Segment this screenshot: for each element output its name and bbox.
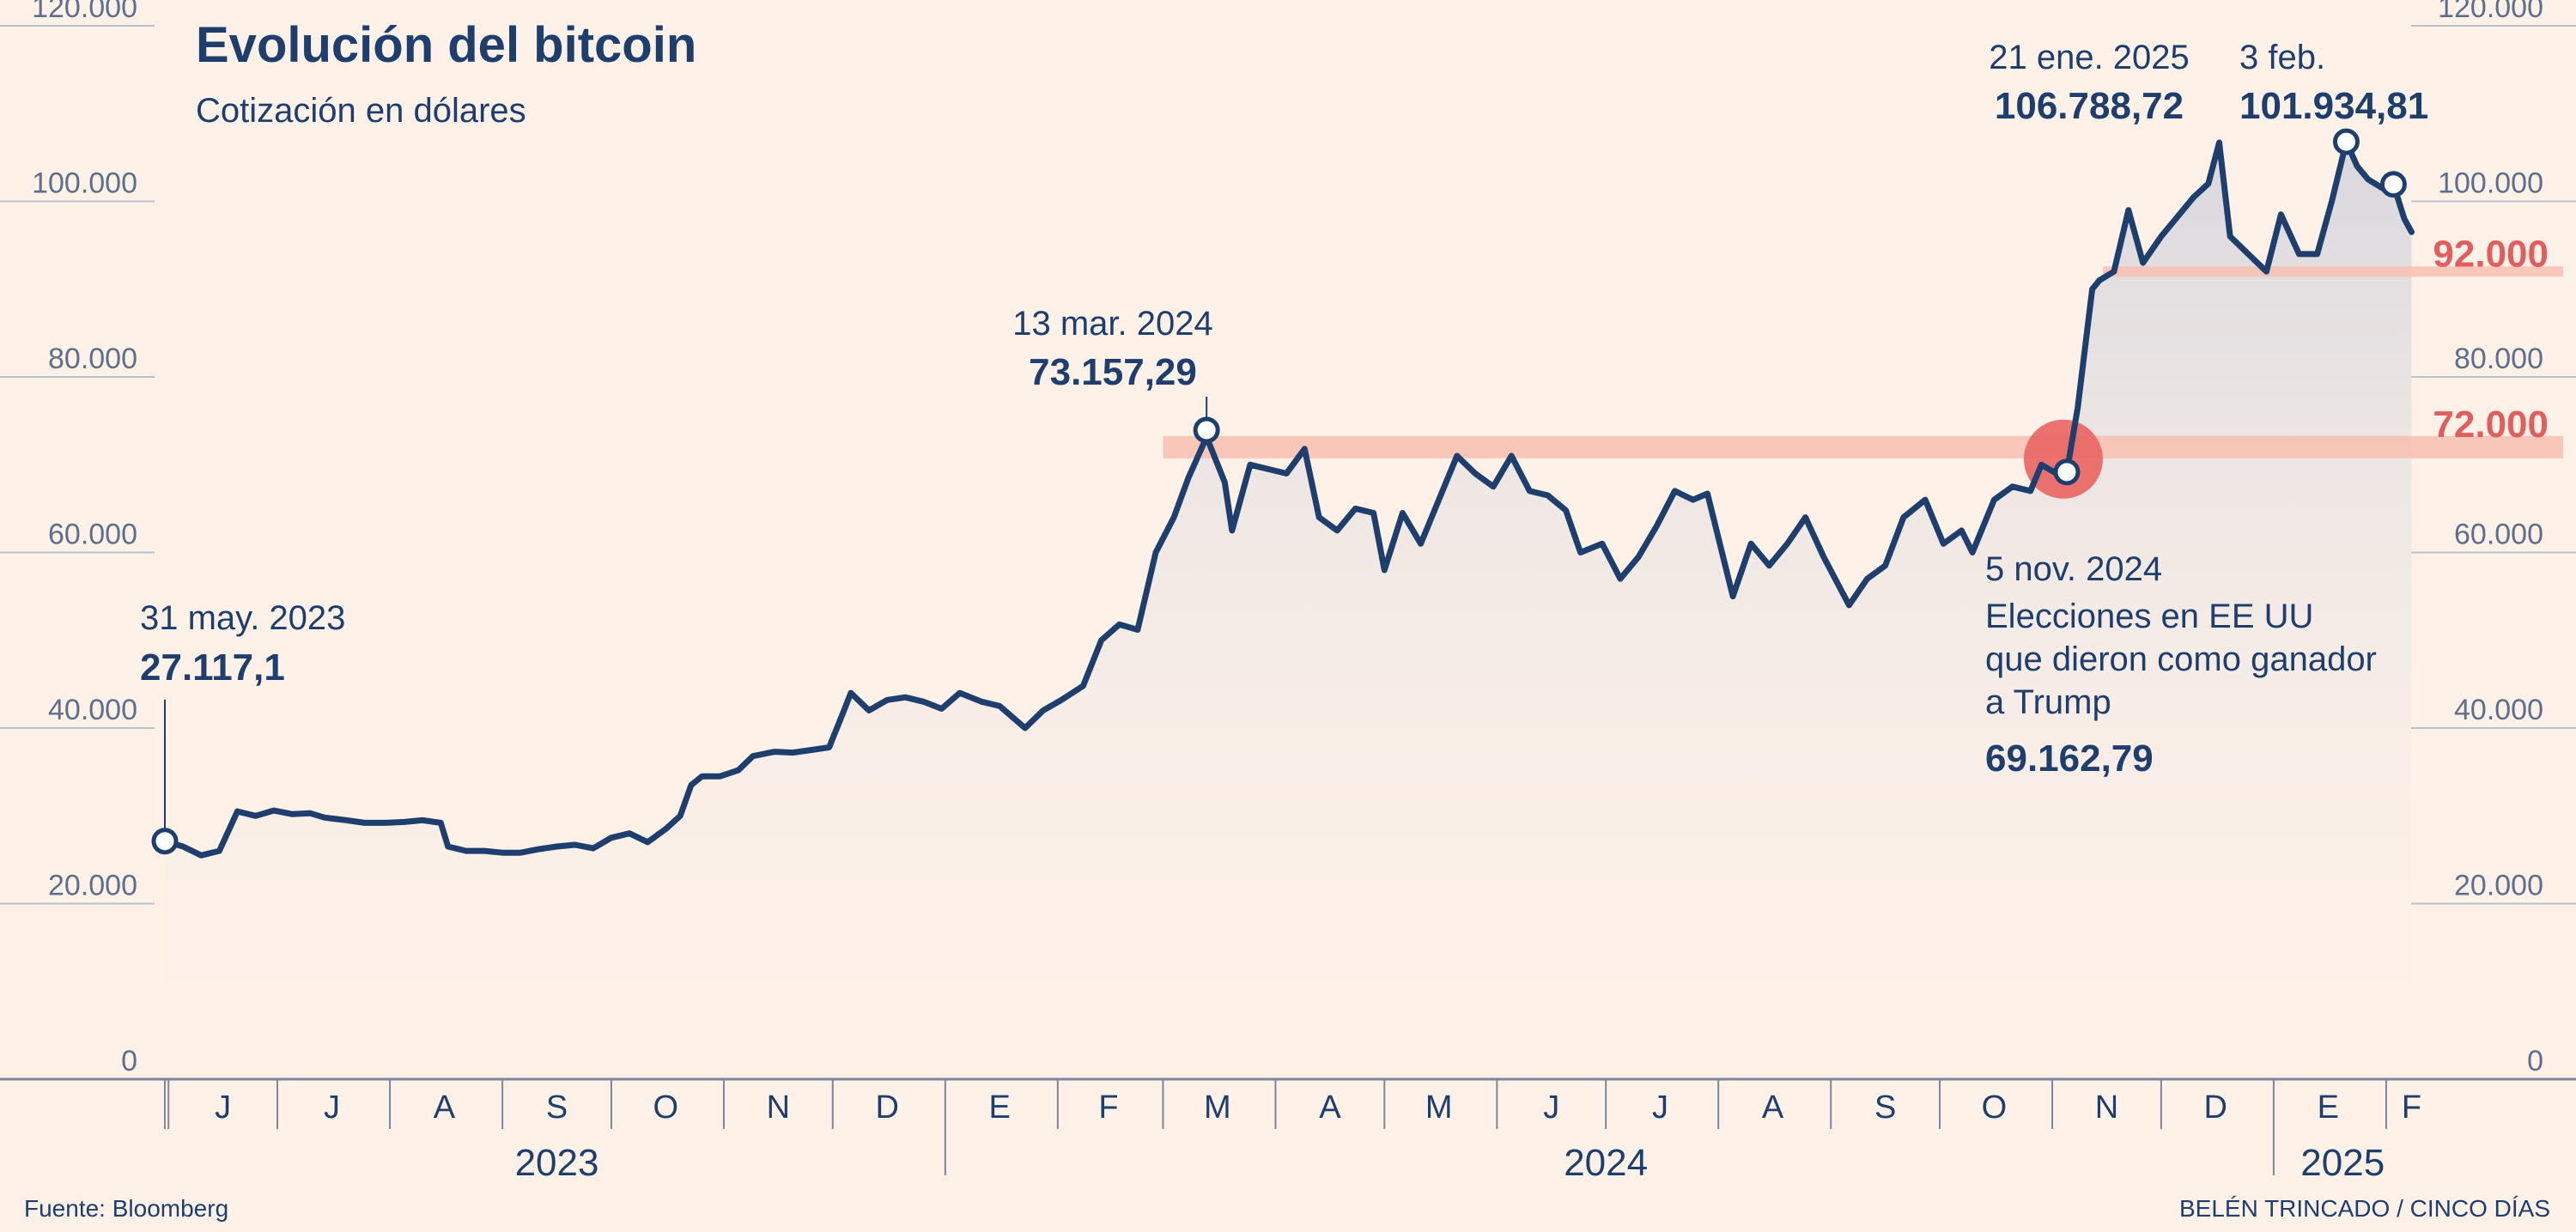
y-tick-label-left: 100.000 — [32, 167, 137, 200]
reference-label: 92.000 — [2433, 233, 2549, 275]
annotation-value: 73.157,29 — [1029, 351, 1197, 393]
month-label: E — [989, 1089, 1011, 1126]
chart-subtitle: Cotización en dólares — [196, 92, 526, 130]
annotation-date: 3 feb. — [2239, 39, 2325, 76]
y-tick-label-right: 40.000 — [2454, 694, 2543, 726]
x-axis: J J A S O N D E F M A M J J A S O N D E F 2023 2024 2025 — [0, 1077, 2576, 1184]
month-label: J — [324, 1089, 340, 1126]
annotation-marker — [2332, 128, 2360, 155]
y-tick-label-right: 120.000 — [2438, 0, 2543, 24]
chart-title: Evolución del bitcoin — [196, 17, 696, 73]
month-label: J — [215, 1089, 231, 1126]
month-label: O — [653, 1089, 679, 1126]
y-tick-label-right: 100.000 — [2438, 167, 2543, 200]
series-line — [161, 138, 2415, 859]
annotation-marker — [151, 828, 179, 855]
annotation-value: 69.162,79 — [1985, 737, 2154, 780]
source-label: Fuente: Bloomberg — [24, 1195, 228, 1222]
y-tick-label-left: 80.000 — [48, 343, 137, 375]
bitcoin-price-line — [161, 138, 2415, 859]
month-label: N — [2095, 1089, 2118, 1126]
month-label: F — [2402, 1089, 2421, 1126]
reference-bands: 72.000 92.000 — [1163, 233, 2563, 499]
y-tick-label-left: 60.000 — [48, 519, 137, 551]
annotations: 31 may. 2023 27.117,1 13 mar. 2024 73.157,2… — [140, 39, 2428, 855]
annotation-marker — [2053, 458, 2081, 486]
month-label: N — [767, 1089, 790, 1126]
month-label: O — [1982, 1089, 2008, 1126]
area-fill — [165, 142, 2412, 1080]
month-label: D — [875, 1089, 898, 1126]
annotation-date: 13 mar. 2024 — [1012, 305, 1213, 343]
area-fill-shape — [165, 142, 2412, 1080]
y-tick-label-left: 120.000 — [32, 0, 137, 24]
month-label: D — [2204, 1089, 2227, 1126]
year-label: 2023 — [515, 1142, 599, 1184]
annotation-value: 106.788,72 — [1995, 85, 2184, 127]
y-tick-label-left: 20.000 — [48, 870, 137, 902]
annotation-date: 5 nov. 2024 — [1985, 550, 2162, 588]
gridlines: 0 0 20.000 20.000 40.000 40.000 60.000 60.000 80… — [0, 0, 2576, 1080]
reference-band — [2103, 266, 2563, 277]
annotation-marker — [1193, 416, 1220, 444]
month-label: M — [1425, 1089, 1453, 1126]
reference-band — [1163, 435, 2563, 458]
month-label: A — [1762, 1089, 1784, 1126]
annotation-note-line: a Trump — [1985, 683, 2111, 721]
month-label: A — [1319, 1089, 1341, 1126]
y-tick-label-right: 80.000 — [2454, 343, 2543, 375]
annotation-note-line: que dieron como ganador — [1985, 640, 2377, 678]
month-label: A — [434, 1089, 456, 1126]
annotation-date: 31 may. 2023 — [140, 599, 345, 637]
month-label: F — [1098, 1089, 1118, 1126]
year-label: 2024 — [1564, 1142, 1648, 1184]
annotation-value: 27.117,1 — [140, 646, 285, 689]
year-label: 2025 — [2300, 1142, 2385, 1184]
y-tick-label-left: 40.000 — [48, 694, 137, 726]
y-tick-label-left: 0 — [121, 1045, 137, 1077]
reference-label: 72.000 — [2433, 404, 2549, 446]
annotation-date: 21 ene. 2025 — [1989, 39, 2190, 76]
y-tick-label-right: 20.000 — [2454, 870, 2543, 902]
month-label: J — [1543, 1089, 1559, 1126]
annotation-value: 101.934,81 — [2239, 85, 2428, 127]
month-label: J — [1652, 1089, 1668, 1126]
y-tick-label-right: 0 — [2527, 1045, 2543, 1077]
y-tick-label-right: 60.000 — [2454, 519, 2543, 551]
credit-label: BELÉN TRINCADO / CINCO DÍAS — [2179, 1195, 2550, 1222]
annotation-note-line: Elecciones en EE UU — [1985, 598, 2313, 635]
month-label: S — [546, 1089, 568, 1126]
annotation-marker — [2379, 171, 2407, 198]
month-label: E — [2318, 1089, 2339, 1126]
month-label: M — [1204, 1089, 1231, 1126]
month-label: S — [1874, 1089, 1896, 1126]
election-highlight-circle — [2023, 419, 2103, 499]
